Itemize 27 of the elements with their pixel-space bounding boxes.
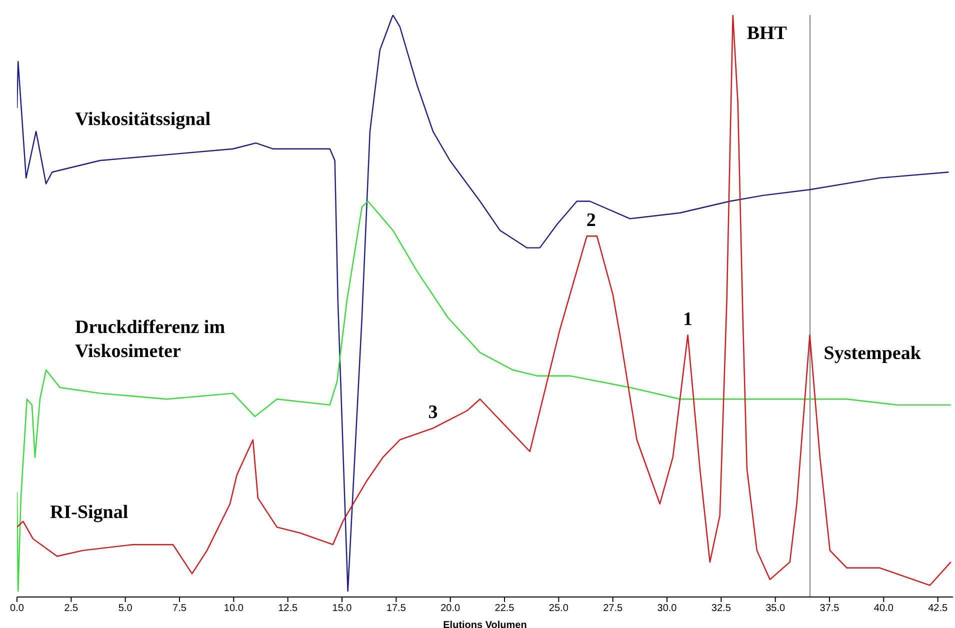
series-label: Druckdifferenz im Viskosimeter xyxy=(75,317,226,362)
x-tick-label: 7.5 xyxy=(172,603,187,614)
x-tick-label: 35.0 xyxy=(766,603,786,614)
annotation: 1 xyxy=(683,309,693,330)
x-tick-label: 5.0 xyxy=(118,603,133,614)
x-tick-label: 15.0 xyxy=(332,603,352,614)
annotation: 3 xyxy=(428,402,438,424)
x-tick-label: 2.5 xyxy=(64,603,79,614)
x-tick-label: 42.5 xyxy=(928,603,948,614)
annotation: Systempeak xyxy=(824,343,922,364)
annotation: BHT xyxy=(746,23,788,44)
x-tick-label: 17.5 xyxy=(386,603,406,614)
x-tick-label: 27.5 xyxy=(603,603,623,614)
series-label: Viskositätssignal xyxy=(75,109,210,130)
x-tick-label: 20.0 xyxy=(440,603,460,614)
x-tick-label: 25.0 xyxy=(548,603,569,614)
x-tick-label: 10.0 xyxy=(224,603,244,614)
x-tick-label: 12.5 xyxy=(278,603,298,614)
x-tick-label: 37.5 xyxy=(820,603,840,614)
x-tick-label: 30.0 xyxy=(657,603,678,614)
x-axis-title: Elutions Volumen xyxy=(443,620,527,628)
x-tick-label: 32.5 xyxy=(711,603,732,614)
series-label: RI-Signal xyxy=(50,502,128,523)
x-tick-label: 22.5 xyxy=(494,603,515,614)
x-tick-label: 40.0 xyxy=(874,603,894,614)
annotation: 2 xyxy=(586,210,596,232)
x-tick-label: 0.0 xyxy=(10,603,24,614)
